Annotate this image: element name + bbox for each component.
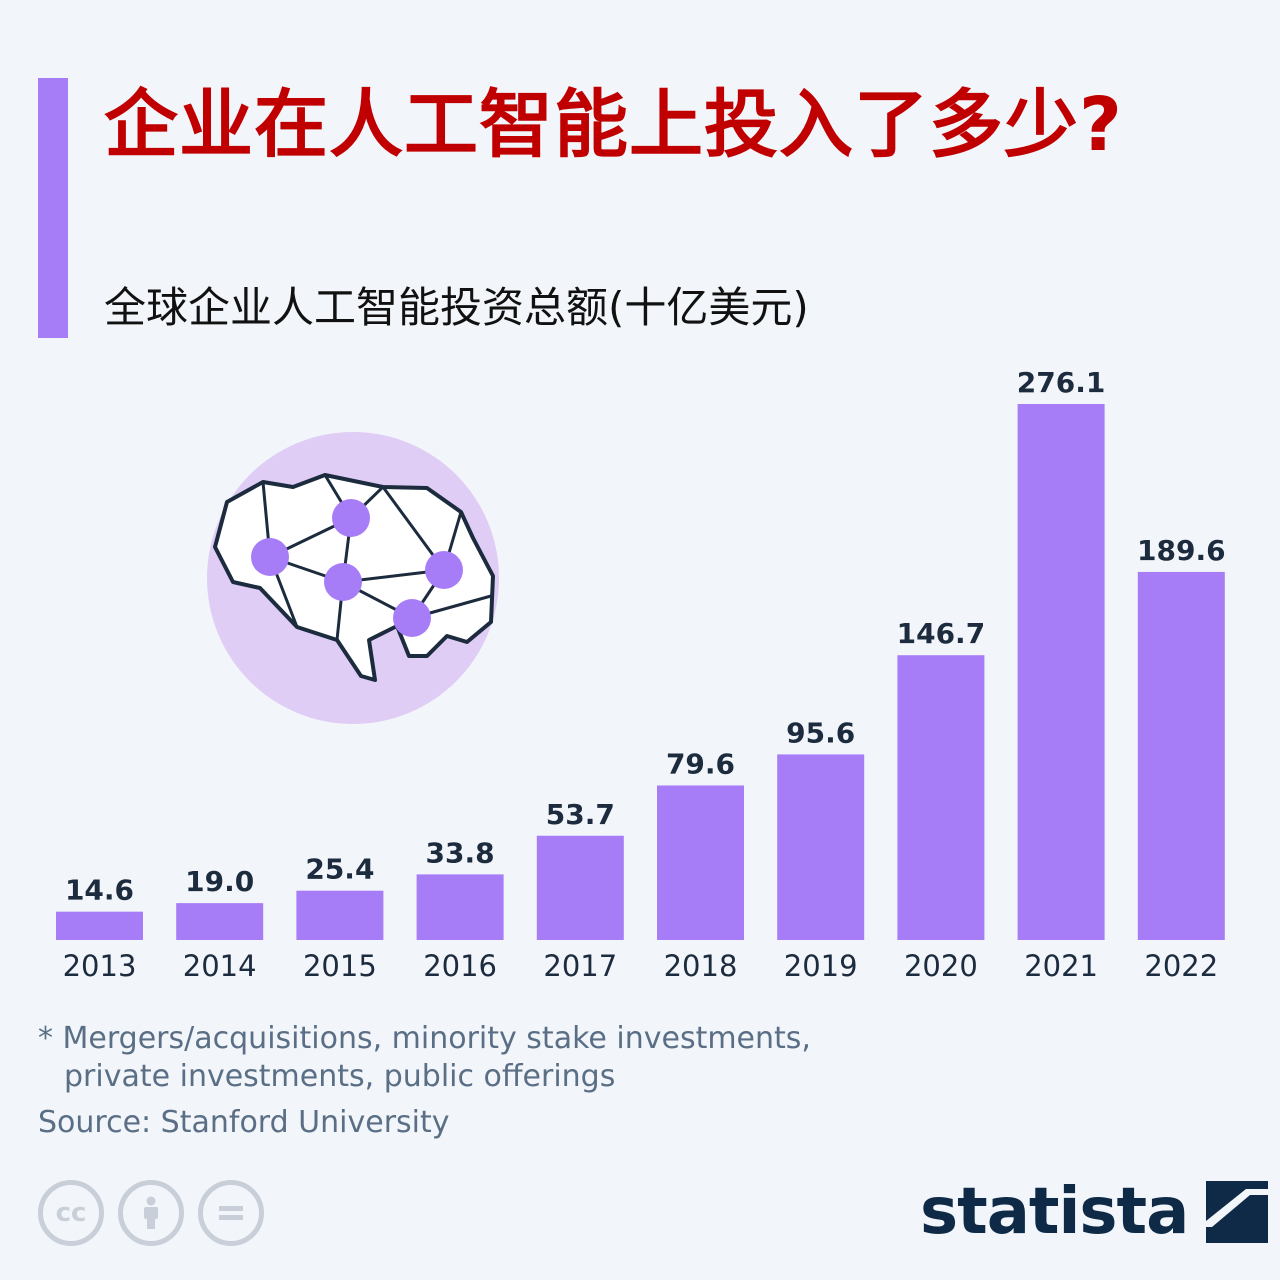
attribution-icon[interactable]: [118, 1180, 184, 1246]
value-label-2021: 276.1: [1017, 366, 1106, 399]
statista-brand[interactable]: statista: [920, 1172, 1269, 1252]
category-label-2015: 2015: [303, 949, 377, 983]
bar-2017: [536, 835, 624, 940]
statista-logo-icon: [1206, 1181, 1269, 1243]
value-label-2020: 146.7: [897, 617, 986, 650]
footnote-line-1: * Mergers/acquisitions, minority stake i…: [38, 1021, 811, 1056]
value-label-2015: 25.4: [305, 853, 374, 886]
bar-2020: [897, 655, 985, 940]
bar-2018: [657, 785, 744, 940]
cc-icon[interactable]: cc: [38, 1180, 104, 1246]
bar-chart: 14.6 2013 19.0 2014 25.4 2015 33.8 2016 53.7 2017…: [56, 366, 1226, 983]
chart-subtitle: 全球企业人工智能投资总额(十亿美元): [104, 283, 809, 332]
accent-bar: [38, 78, 68, 338]
category-label-2018: 2018: [664, 949, 738, 983]
bar-2016: [416, 874, 504, 940]
value-label-2022: 189.6: [1137, 534, 1226, 567]
category-label-2021: 2021: [1024, 949, 1098, 983]
bar-2019: [777, 754, 865, 940]
page-title: 企业在人工智能上投入了多少?: [104, 82, 1123, 168]
category-label-2020: 2020: [904, 949, 978, 983]
bar-2014: [176, 903, 264, 940]
category-label-2019: 2019: [784, 949, 858, 983]
footnote-line-2: private investments, public offerings: [64, 1059, 616, 1094]
category-label-2022: 2022: [1144, 949, 1218, 983]
value-label-2019: 95.6: [786, 716, 855, 749]
category-label-2014: 2014: [183, 949, 257, 983]
brain-network-icon: [205, 430, 501, 726]
bar-2021: [1017, 404, 1105, 940]
value-label-2016: 33.8: [426, 836, 495, 869]
bar-2022: [1137, 571, 1225, 940]
category-label-2016: 2016: [423, 949, 497, 983]
no-derivatives-icon[interactable]: [198, 1180, 264, 1246]
value-label-2014: 19.0: [185, 865, 254, 898]
category-label-2017: 2017: [543, 949, 617, 983]
value-label-2017: 53.7: [546, 798, 615, 831]
brand-name: statista: [920, 1175, 1189, 1249]
license-icons: cc: [38, 1180, 264, 1246]
value-label-2013: 14.6: [65, 874, 134, 907]
source-note: Source: Stanford University: [38, 1105, 450, 1140]
bar-2015: [296, 890, 384, 940]
value-label-2018: 79.6: [666, 747, 735, 780]
footnote: * Mergers/acquisitions, minority stake i…: [38, 1020, 811, 1096]
bar-2013: [56, 911, 143, 940]
category-label-2013: 2013: [63, 949, 137, 983]
